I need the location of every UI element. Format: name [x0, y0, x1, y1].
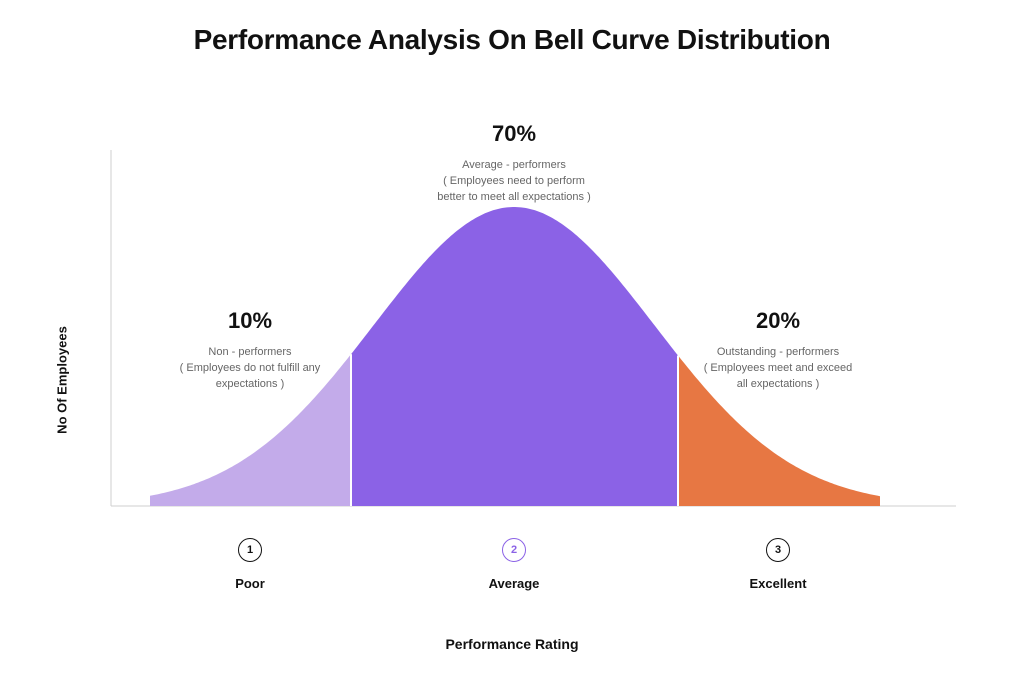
description-line: Non - performers	[208, 346, 292, 358]
description-line: Outstanding - performers	[716, 346, 840, 358]
curve-segment-average	[351, 207, 678, 506]
rating-label: Average	[488, 576, 540, 591]
description-line: ( Employees do not fulfill any	[179, 362, 321, 374]
description-line: expectations )	[215, 378, 285, 390]
segment-label-excellent: 20% Outstanding - performers ( Employees…	[688, 308, 868, 392]
percent-label-poor: 10%	[227, 308, 273, 333]
description-excellent: Outstanding - performers ( Employees mee…	[688, 344, 868, 392]
rating-number-badge: 2	[502, 538, 526, 562]
chart-title: Performance Analysis On Bell Curve Distr…	[193, 24, 831, 55]
rating-label: Excellent	[749, 576, 807, 591]
rating-excellent: 3 Excellent	[718, 538, 838, 591]
description-average: Average - performers ( Employees need to…	[404, 157, 624, 205]
segment-label-poor: 10% Non - performers ( Employees do not …	[160, 308, 340, 392]
description-line: all expectations )	[736, 378, 820, 390]
description-line: better to meet all expectations )	[437, 191, 591, 203]
rating-number-badge: 3	[766, 538, 790, 562]
x-axis-label: Performance Rating	[445, 636, 579, 652]
rating-average: 2 Average	[454, 538, 574, 591]
percent-label-average: 70%	[491, 121, 537, 146]
description-line: ( Employees need to perform	[443, 175, 585, 187]
description-poor: Non - performers ( Employees do not fulf…	[160, 344, 340, 392]
segment-label-average: 70% Average - performers ( Employees nee…	[404, 121, 624, 205]
percent-label-excellent: 20%	[755, 308, 801, 333]
rating-poor: 1 Poor	[190, 538, 310, 591]
y-axis-label: No Of Employees	[54, 326, 70, 434]
rating-number-badge: 1	[238, 538, 262, 562]
curve-segment-excellent	[678, 355, 880, 506]
curve-segment-poor	[150, 354, 351, 506]
description-line: ( Employees meet and exceed	[703, 362, 853, 374]
description-line: Average - performers	[462, 159, 566, 171]
rating-label: Poor	[235, 576, 265, 591]
